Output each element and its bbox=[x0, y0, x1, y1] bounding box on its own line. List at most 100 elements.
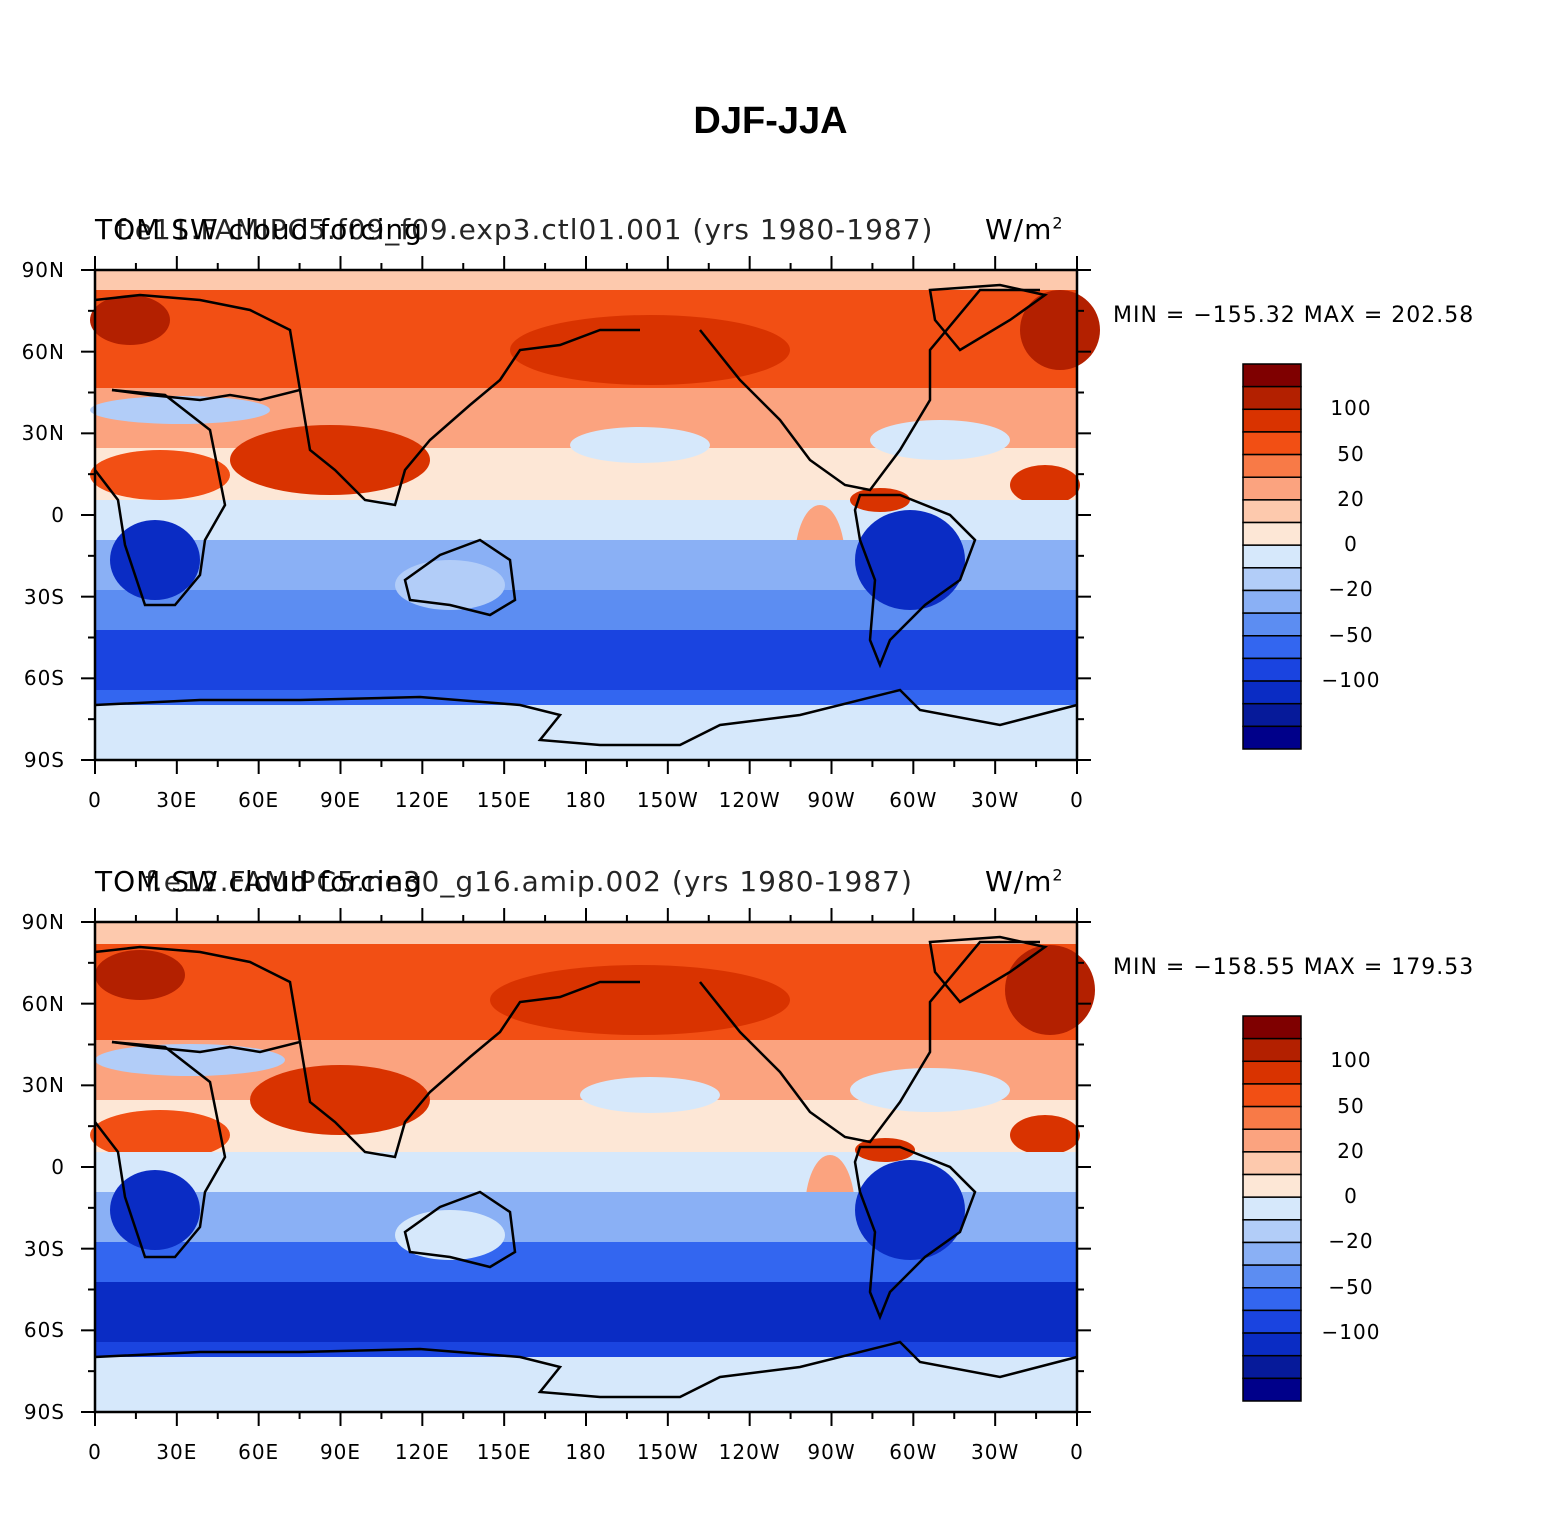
colorbar-box bbox=[1242, 1037, 1302, 1063]
panel-2-case: f.e12.FAMIPC5.ne30_g16.amip.002 (yrs 198… bbox=[145, 865, 913, 898]
colorbar-box bbox=[1242, 1105, 1302, 1130]
colorbar-box bbox=[1242, 1219, 1302, 1244]
coast-antarctica bbox=[94, 688, 1078, 747]
atlantic-itcz-warm bbox=[1010, 1115, 1080, 1155]
lon-tick-label: 180 bbox=[565, 788, 607, 812]
colorbar-label: 100 bbox=[1330, 1048, 1372, 1073]
lon-tick-label: 120E bbox=[394, 1440, 450, 1464]
colorbar-box bbox=[1242, 1128, 1302, 1153]
lat-tick-label: 60S bbox=[23, 1318, 65, 1343]
lon-tick-label: 90W bbox=[807, 788, 856, 812]
nh-arctic bbox=[95, 270, 1077, 290]
colorbar-label: −100 bbox=[1321, 1320, 1381, 1345]
panel-2-minmax: MIN = −158.55 MAX = 179.53 bbox=[1113, 955, 1475, 980]
colorbar-box bbox=[1242, 1354, 1302, 1380]
n-atlantic-cool bbox=[850, 1068, 1010, 1112]
colorbar-box bbox=[1242, 431, 1302, 456]
colorbar-label: 0 bbox=[1344, 532, 1358, 557]
map-panel-2 bbox=[90, 920, 1095, 1414]
colorbar-label: 100 bbox=[1330, 396, 1372, 421]
colorbar-box bbox=[1242, 680, 1302, 705]
colorbar-label: −20 bbox=[1328, 1229, 1374, 1254]
n-atlantic-cool bbox=[870, 420, 1010, 460]
lon-tick-label: 30W bbox=[971, 1440, 1020, 1464]
s-america-warm bbox=[855, 1138, 915, 1162]
panel-1-units: W/m2 bbox=[985, 213, 1064, 246]
antarctica bbox=[95, 705, 1077, 760]
colorbar-box bbox=[1242, 408, 1302, 433]
colorbar-label: 50 bbox=[1337, 441, 1365, 466]
africa-n-warm bbox=[90, 1110, 230, 1160]
colorbar-label: 20 bbox=[1337, 486, 1365, 511]
colorbar-box bbox=[1242, 702, 1302, 728]
colorbar-label: −50 bbox=[1328, 1274, 1374, 1299]
colorbar-box bbox=[1242, 1196, 1302, 1221]
lat-tick-label: 90N bbox=[21, 910, 65, 934]
colorbar-box bbox=[1242, 567, 1302, 592]
coast-antarctica bbox=[94, 1340, 1078, 1399]
lon-tick-label: 120W bbox=[718, 1440, 781, 1464]
mediterranean-cool bbox=[95, 1044, 285, 1076]
lon-tick-label: 60W bbox=[889, 1440, 938, 1464]
lat-tick-label: 30N bbox=[21, 1073, 65, 1098]
europe-max bbox=[90, 295, 170, 345]
colorbar-box bbox=[1242, 1309, 1302, 1334]
colorbar-box bbox=[1242, 453, 1302, 478]
lon-tick-label: 90W bbox=[807, 1440, 856, 1464]
colorbar-box bbox=[1242, 1241, 1302, 1266]
colorbar-box bbox=[1242, 1264, 1302, 1289]
asia-max bbox=[230, 425, 430, 495]
southern-ocean bbox=[95, 1342, 1077, 1360]
figure-title: DJF-JJA bbox=[693, 100, 848, 142]
africa-n-warm bbox=[90, 450, 230, 500]
colorbar-box bbox=[1242, 1332, 1302, 1357]
colorbar-box bbox=[1242, 1377, 1302, 1402]
lon-tick-label: 60W bbox=[889, 788, 938, 812]
colorbar-box bbox=[1242, 1083, 1302, 1108]
coastlines bbox=[94, 935, 1078, 1399]
colorbar-box bbox=[1242, 657, 1302, 682]
asia-max bbox=[250, 1065, 430, 1135]
colorbar-box bbox=[1242, 1015, 1302, 1040]
lat-tick-label: 60S bbox=[23, 666, 65, 691]
lat-tick-label: 60N bbox=[21, 339, 65, 364]
lon-tick-label: 90E bbox=[319, 1440, 362, 1464]
lat-tick-label: 60N bbox=[21, 991, 65, 1016]
sh-storm-track bbox=[95, 630, 1077, 690]
colorbar-label: −50 bbox=[1328, 622, 1374, 647]
lat-tick-label: 0 bbox=[51, 1155, 65, 1179]
panel-1-case: f.e11.FAMIPC5.f09_f09.exp3.ctl01.001 (yr… bbox=[116, 213, 934, 246]
lon-tick-label: 150E bbox=[476, 788, 532, 812]
s-america-min bbox=[855, 1160, 965, 1260]
australia-light bbox=[395, 1210, 505, 1260]
coast-s-america bbox=[853, 1145, 977, 1321]
colorbar-box bbox=[1242, 635, 1302, 660]
north-pacific-max bbox=[510, 315, 790, 385]
colorbar-box bbox=[1242, 499, 1302, 524]
lon-tick-label: 60E bbox=[238, 788, 280, 812]
lon-tick-label: 150W bbox=[636, 1440, 699, 1464]
panel-2-variable: TOM SW cloud forcing bbox=[95, 865, 423, 898]
panel-1-minmax: MIN = −155.32 MAX = 202.58 bbox=[1113, 303, 1475, 328]
panel-1-variable: TOM SW cloud forcing bbox=[95, 213, 423, 246]
lat-tick-label: 90N bbox=[21, 258, 65, 282]
colorbar-box bbox=[1242, 725, 1302, 750]
lat-tick-label: 30S bbox=[23, 1236, 65, 1261]
colorbar-box bbox=[1242, 1151, 1302, 1176]
mediterranean-cool bbox=[90, 396, 270, 424]
coast-asia bbox=[298, 980, 640, 1159]
coast-s-america bbox=[853, 493, 977, 669]
coast-greenland bbox=[928, 935, 1049, 1004]
nh-arctic bbox=[95, 922, 1077, 944]
coast-asia bbox=[298, 328, 640, 507]
lon-tick-label: 0 bbox=[88, 1440, 102, 1464]
north-pacific-max bbox=[490, 965, 790, 1035]
lon-tick-label: 30W bbox=[971, 788, 1020, 812]
colorbar-label: −100 bbox=[1321, 668, 1381, 693]
coast-n-america bbox=[699, 288, 1040, 492]
lat-tick-label: 90S bbox=[23, 1400, 65, 1424]
colorbar-box bbox=[1242, 521, 1302, 546]
colorbar-box bbox=[1242, 544, 1302, 569]
lon-tick-label: 180 bbox=[565, 1440, 607, 1464]
